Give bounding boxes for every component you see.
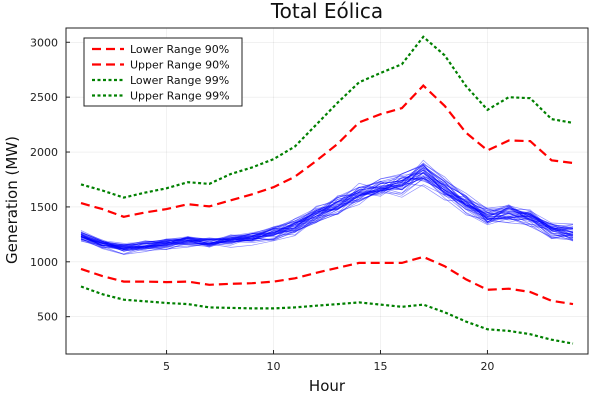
sample-line bbox=[80, 178, 574, 249]
sample-line bbox=[80, 177, 574, 248]
sample-line bbox=[80, 159, 574, 246]
sample-line bbox=[80, 171, 574, 250]
sample-line bbox=[80, 178, 574, 250]
sample-line bbox=[80, 172, 574, 246]
x-axis-label: Hour bbox=[309, 377, 346, 395]
y-tick-label: 1500 bbox=[30, 201, 58, 214]
series-line-2 bbox=[80, 285, 574, 345]
grid bbox=[66, 28, 588, 354]
y-tick-label: 2500 bbox=[30, 91, 58, 104]
range-series bbox=[80, 35, 574, 345]
series-line-1 bbox=[80, 84, 574, 218]
sample-line bbox=[80, 162, 574, 247]
sample-line bbox=[80, 182, 574, 252]
sample-line bbox=[80, 164, 574, 248]
series-line-3 bbox=[80, 35, 574, 199]
sample-line bbox=[80, 170, 574, 245]
sample-line bbox=[80, 176, 574, 250]
sample-line bbox=[80, 163, 574, 246]
sample-line bbox=[80, 169, 574, 251]
y-tick-label: 2000 bbox=[30, 146, 58, 159]
sample-line bbox=[80, 176, 574, 247]
sample-line bbox=[80, 163, 574, 247]
chart-title: Total Eólica bbox=[270, 0, 383, 23]
x-axis-ticks: 5 10 15 20 bbox=[163, 350, 494, 373]
sample-line bbox=[80, 166, 574, 245]
sample-line bbox=[80, 168, 574, 248]
sample-line bbox=[80, 169, 574, 251]
sample-line bbox=[80, 184, 574, 255]
plot-frame bbox=[65, 27, 589, 355]
sample-line bbox=[80, 177, 574, 252]
sample-line bbox=[80, 176, 574, 250]
sample-line bbox=[80, 176, 574, 248]
sample-line bbox=[80, 175, 574, 250]
sample-line bbox=[80, 167, 574, 250]
legend: Lower Range 90% Upper Range 90% Lower Rang… bbox=[83, 37, 243, 107]
legend-label: Upper Range 90% bbox=[130, 59, 230, 72]
y-axis-ticks: 500 1000 1500 2000 2500 3000 bbox=[30, 36, 70, 324]
sample-line bbox=[80, 172, 574, 249]
sample-line bbox=[80, 164, 574, 249]
x-tick-label: 20 bbox=[480, 360, 494, 373]
sample-line bbox=[80, 171, 574, 247]
sample-line bbox=[80, 167, 574, 252]
sample-line bbox=[80, 175, 574, 255]
sample-line bbox=[80, 172, 574, 248]
series-line-0 bbox=[80, 255, 574, 306]
x-tick-label: 5 bbox=[163, 360, 170, 373]
sample-line bbox=[80, 172, 574, 250]
sample-line bbox=[80, 172, 574, 252]
legend-label: Lower Range 90% bbox=[130, 43, 229, 56]
legend-label: Lower Range 99% bbox=[130, 74, 229, 87]
x-tick-label: 10 bbox=[267, 360, 281, 373]
y-tick-label: 1000 bbox=[30, 256, 58, 269]
y-axis-label: Generation (MW) bbox=[3, 136, 21, 264]
sample-trajectories bbox=[80, 159, 574, 255]
sample-line bbox=[80, 177, 574, 248]
y-tick-label: 500 bbox=[37, 311, 58, 324]
y-tick-label: 3000 bbox=[30, 36, 58, 49]
sample-line bbox=[80, 165, 574, 249]
x-tick-label: 15 bbox=[373, 360, 387, 373]
sample-line bbox=[80, 165, 573, 245]
sample-line bbox=[80, 175, 574, 255]
sample-line bbox=[80, 167, 574, 250]
sample-line bbox=[80, 178, 574, 250]
sample-line bbox=[80, 164, 574, 250]
sample-line bbox=[80, 169, 574, 252]
legend-label: Upper Range 99% bbox=[130, 90, 230, 103]
